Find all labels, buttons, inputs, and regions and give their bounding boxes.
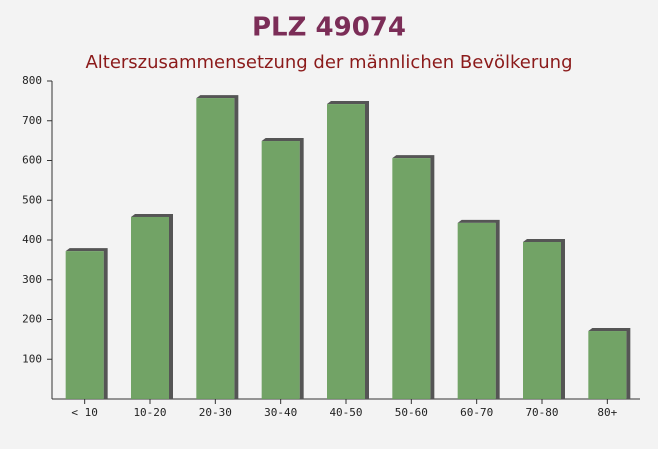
x-tick-label: 70-80 (525, 406, 558, 419)
y-tick-label: 200 (22, 313, 42, 326)
y-tick-label: 300 (22, 273, 42, 286)
y-tick-label: 800 (22, 74, 42, 87)
y-tick-label: 100 (22, 352, 42, 365)
x-tick-label: < 10 (71, 406, 98, 419)
x-tick-label: 10-20 (133, 406, 166, 419)
x-tick-label: 60-70 (460, 406, 493, 419)
bar (523, 241, 561, 399)
bar (392, 158, 431, 399)
bar (131, 216, 169, 399)
x-tick-label: 50-60 (395, 406, 428, 419)
chart-subtitle: Alterszusammensetzung der männlichen Bev… (85, 52, 572, 73)
bar (65, 251, 104, 399)
x-tick-label: 20-30 (199, 406, 232, 419)
bar (588, 331, 627, 399)
x-tick-label: 80+ (597, 406, 617, 419)
y-tick-label: 600 (22, 154, 42, 167)
bar (327, 104, 365, 400)
x-tick-label: 40-50 (329, 406, 362, 419)
y-tick-label: 400 (22, 233, 42, 246)
chart-title: PLZ 49074 (252, 13, 406, 43)
y-tick-label: 700 (22, 114, 42, 127)
bar (457, 222, 496, 399)
bar (196, 98, 235, 399)
y-tick-label: 500 (22, 193, 42, 206)
bar (261, 141, 300, 399)
x-tick-label: 30-40 (264, 406, 297, 419)
